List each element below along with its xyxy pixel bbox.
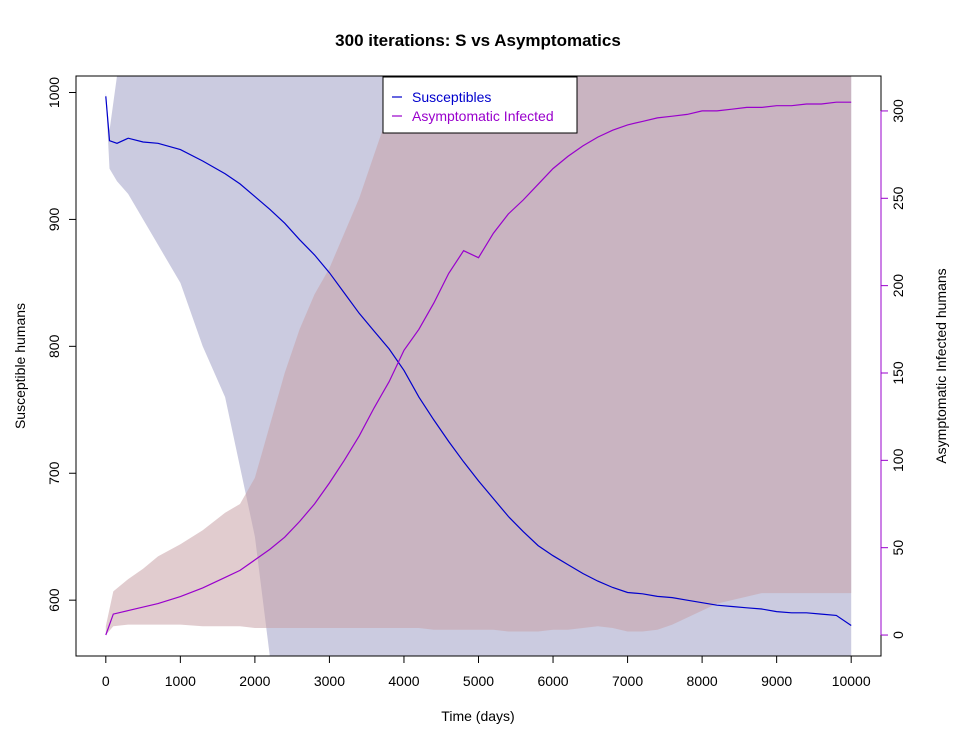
y-right-tick-label: 100 (890, 448, 906, 472)
y-left-tick-label: 600 (46, 588, 62, 612)
y-left-tick-label: 800 (46, 334, 62, 358)
y-right-tick-label: 200 (890, 274, 906, 298)
y-axis-right-label: Asymptomatic Infected humans (933, 268, 949, 463)
y-left-tick-label: 900 (46, 208, 62, 232)
y-right-tick-label: 50 (890, 540, 906, 556)
x-tick-label: 10000 (832, 673, 871, 689)
x-tick-label: 2000 (239, 673, 270, 689)
y-right-tick-label: 250 (890, 186, 906, 210)
x-tick-label: 4000 (388, 673, 419, 689)
legend-box (382, 76, 578, 134)
confidence-bands (105, 76, 852, 656)
y-left-tick-label: 1000 (46, 77, 62, 108)
band-asymptomatic (105, 76, 852, 635)
y-axis-left-label: Susceptible humans (12, 303, 28, 429)
chart-title: 300 iterations: S vs Asymptomatics (335, 31, 621, 50)
y-axis-left: 600 700 800 900 1000 (46, 77, 77, 612)
series-lines (105, 96, 852, 636)
legend: Susceptibles Asymptomatic Infected (382, 76, 578, 134)
legend-label-asymptomatic: Asymptomatic Infected (412, 108, 554, 124)
line-susceptibles (105, 96, 852, 626)
x-axis: 0 1000 2000 3000 4000 5000 6000 7000 8000 9000 100… (102, 655, 871, 689)
x-tick-label: 7000 (612, 673, 643, 689)
line-asymptomatic (105, 101, 852, 636)
y-left-tick-label: 700 (46, 461, 62, 485)
x-tick-label: 6000 (537, 673, 568, 689)
y-right-tick-label: 150 (890, 361, 906, 385)
y-axis-right: 0 50 100 150 200 250 300 (880, 99, 906, 639)
x-tick-label: 5000 (463, 673, 494, 689)
x-tick-label: 3000 (314, 673, 345, 689)
x-tick-label: 8000 (687, 673, 718, 689)
y-right-tick-label: 0 (890, 631, 906, 639)
x-tick-label: 0 (102, 673, 110, 689)
legend-label-susceptibles: Susceptibles (412, 89, 491, 105)
x-axis-label: Time (days) (441, 708, 514, 724)
x-tick-label: 9000 (761, 673, 792, 689)
x-tick-label: 1000 (165, 673, 196, 689)
y-right-tick-label: 300 (890, 99, 906, 123)
